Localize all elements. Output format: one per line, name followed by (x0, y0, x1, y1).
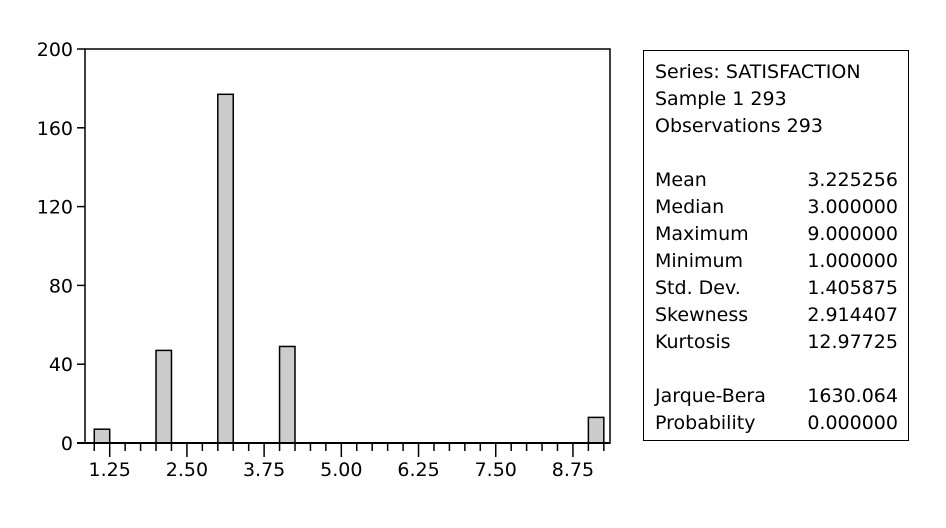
stat-value: 2.914407 (807, 304, 898, 326)
stat-label: Skewness (655, 304, 749, 326)
stat-row: Kurtosis 12.97725 (655, 329, 898, 356)
x-tick-label: 6.25 (397, 459, 439, 481)
sample-label: Sample 1 293 (655, 88, 787, 110)
stat-label: Std. Dev. (655, 277, 741, 299)
y-tick-label: 80 (49, 275, 73, 297)
stat-row: Probability 0.000000 (655, 410, 898, 437)
stat-value: 3.000000 (807, 196, 898, 218)
series-label: Series: SATISFACTION (655, 61, 861, 83)
stat-row: Minimum 1.000000 (655, 248, 898, 275)
stat-value: 1.405875 (807, 277, 898, 299)
y-tick-label: 200 (37, 39, 73, 61)
histogram-bar (587, 416, 605, 444)
observations-label: Observations 293 (655, 115, 823, 137)
histogram-bar (155, 349, 173, 444)
histogram-bar (217, 93, 234, 444)
stat-value: 3.225256 (807, 169, 898, 191)
y-tick-label: 40 (49, 354, 73, 376)
x-tick-label: 1.25 (89, 459, 131, 481)
stat-row: Std. Dev. 1.405875 (655, 275, 898, 302)
stat-label: Minimum (655, 250, 744, 272)
stat-label: Median (655, 196, 725, 218)
stat-label: Kurtosis (655, 331, 731, 353)
x-tick-label: 2.50 (166, 459, 208, 481)
stats-panel: Series: SATISFACTION Sample 1 293 Observ… (643, 50, 909, 441)
histogram-bar (278, 345, 296, 444)
x-tick-label: 5.00 (320, 459, 362, 481)
stat-row: Mean 3.225256 (655, 167, 898, 194)
histogram-bar (93, 428, 111, 444)
stat-row: Jarque-Bera 1630.064 (655, 383, 898, 410)
stat-label: Mean (655, 169, 707, 191)
stat-label: Jarque-Bera (655, 385, 766, 407)
stat-row: Skewness 2.914407 (655, 302, 898, 329)
y-tick-label: 120 (37, 197, 73, 219)
y-tick-label: 160 (37, 118, 73, 140)
stat-value: 1.000000 (807, 250, 898, 272)
y-tick-label: 0 (61, 433, 73, 455)
stat-label: Maximum (655, 223, 749, 245)
stat-label: Probability (655, 412, 756, 434)
stat-value: 0.000000 (807, 412, 898, 434)
histogram-chart: 1.25 2.50 3.75 5.00 6.25 7.50 8.75 0 40 80 120 160 2… (37, 39, 611, 481)
stat-row: Maximum 9.000000 (655, 221, 898, 248)
stat-value: 9.000000 (807, 223, 898, 245)
x-tick-label: 3.75 (243, 459, 285, 481)
x-tick-label: 8.75 (552, 459, 594, 481)
stat-value: 1630.064 (807, 385, 898, 407)
stat-row: Median 3.000000 (655, 194, 898, 221)
x-tick-label: 7.50 (475, 459, 517, 481)
stat-value: 12.97725 (807, 331, 898, 353)
